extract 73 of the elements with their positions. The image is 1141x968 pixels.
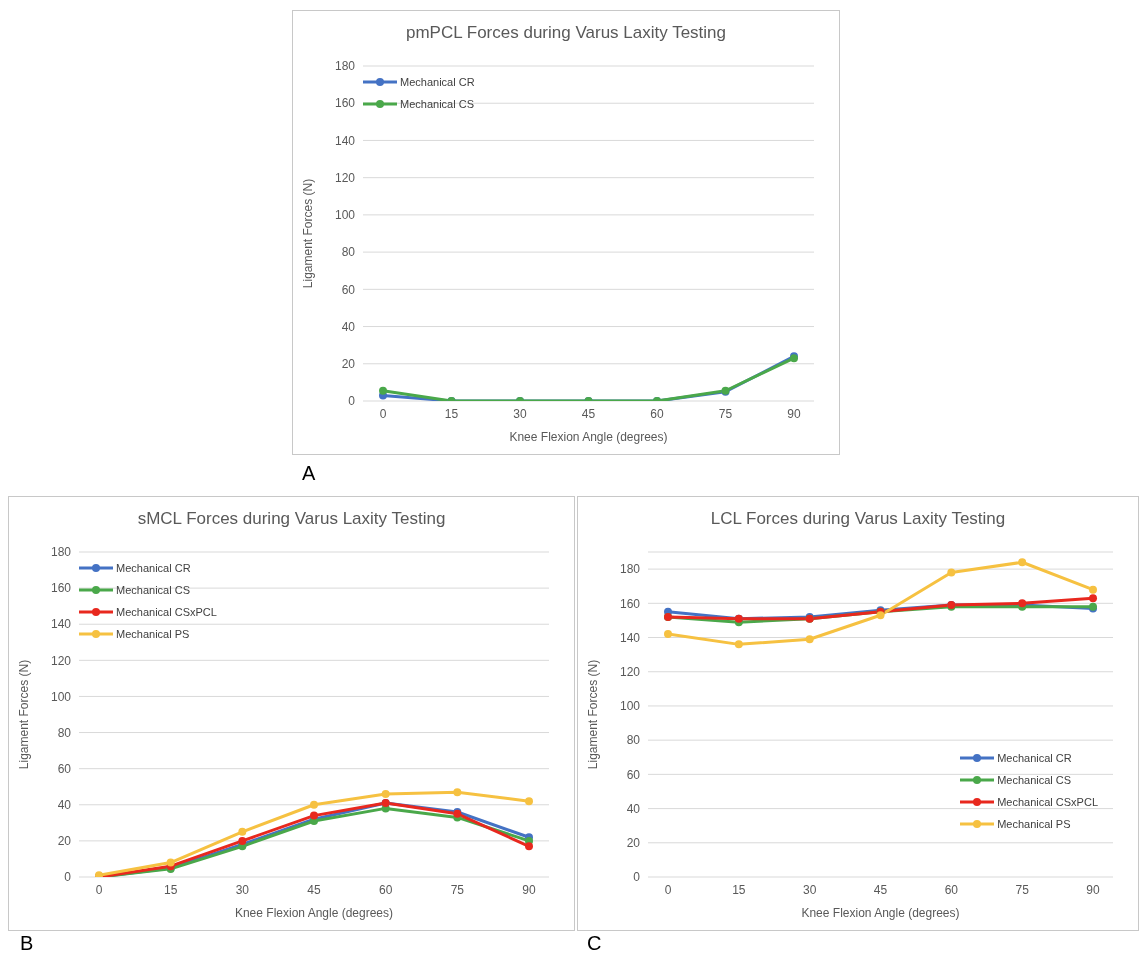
x-tick-label: 75	[450, 882, 465, 897]
x-tick-label: 45	[581, 406, 596, 421]
legend-label: Mechanical CS	[400, 98, 474, 110]
legend-label: Mechanical CS	[116, 584, 190, 596]
x-tick-label: 15	[163, 882, 178, 897]
y-tick-label: 140	[50, 617, 72, 632]
x-tick-label: 90	[787, 406, 801, 421]
y-axis-title: Ligament Forces (N)	[17, 659, 32, 770]
y-tick-label: 160	[619, 596, 641, 611]
y-tick-label: 180	[50, 545, 72, 560]
y-tick-label: 40	[341, 319, 356, 334]
y-tick-label: 100	[50, 689, 72, 704]
y-tick-label: 0	[633, 870, 641, 885]
y-axis-title: Ligament Forces (N)	[301, 178, 316, 289]
y-tick-label: 100	[619, 699, 641, 714]
legend-label: Mechanical CR	[400, 76, 475, 88]
y-tick-label: 60	[57, 761, 72, 776]
y-tick-label: 0	[348, 394, 356, 409]
y-tick-label: 80	[626, 733, 641, 748]
y-tick-label: 80	[341, 245, 356, 260]
y-tick-label: 120	[50, 653, 72, 668]
x-tick-label: 0	[664, 882, 672, 897]
x-tick-label: 30	[235, 882, 250, 897]
x-tick-label: 75	[718, 406, 733, 421]
y-tick-label: 120	[334, 170, 356, 185]
y-tick-label: 20	[57, 834, 72, 849]
x-axis-title: Knee Flexion Angle (degrees)	[234, 906, 394, 920]
legend-label: Mechanical PS	[116, 628, 190, 640]
x-tick-label: 30	[802, 882, 817, 897]
x-tick-label: 45	[307, 882, 321, 897]
y-tick-label: 180	[619, 562, 641, 577]
x-tick-label: 0	[379, 406, 387, 421]
y-tick-label: 160	[50, 581, 72, 596]
y-tick-label: 160	[334, 96, 356, 111]
legend-label: Mechanical CR	[116, 562, 191, 574]
text: A	[302, 462, 316, 485]
x-tick-label: 90	[1086, 882, 1100, 897]
y-tick-label: 140	[619, 630, 641, 645]
x-tick-label: 60	[650, 406, 664, 421]
y-tick-label: 20	[341, 357, 356, 372]
y-tick-label: 40	[626, 801, 641, 816]
y-axis-title: Ligament Forces (N)	[586, 659, 601, 770]
y-tick-label: 120	[619, 665, 641, 679]
y-tick-label: 80	[57, 725, 72, 740]
x-axis-title: Knee Flexion Angle (degrees)	[509, 430, 668, 444]
legend-label: Mechanical CS	[997, 774, 1072, 786]
y-tick-label: 20	[626, 836, 641, 851]
x-tick-label: 75	[1015, 882, 1030, 897]
legend-label: Mechanical CR	[997, 752, 1072, 764]
legend-label: Mechanical CSxPCL	[116, 606, 217, 618]
x-tick-label: 15	[444, 406, 459, 421]
text: C	[587, 932, 602, 955]
x-tick-label: 45	[873, 882, 888, 897]
chart-title: LCL Forces during Varus Laxity Testing	[709, 509, 1007, 529]
y-tick-label: 0	[64, 870, 72, 885]
x-tick-label: 60	[378, 882, 393, 897]
x-tick-label: 15	[732, 882, 746, 897]
legend-label: Mechanical PS	[997, 818, 1071, 830]
y-tick-label: 40	[57, 798, 72, 813]
legend-label: Mechanical CSxPCL	[997, 796, 1098, 808]
x-axis-title: Knee Flexion Angle (degrees)	[801, 906, 960, 920]
y-tick-label: 140	[334, 133, 356, 148]
y-tick-label: 100	[334, 208, 356, 223]
chart-title: sMCL Forces during Varus Laxity Testing	[136, 509, 447, 529]
text: B	[20, 932, 34, 955]
chart-title: pmPCL Forces during Varus Laxity Testing	[405, 23, 727, 43]
x-tick-label: 30	[513, 406, 527, 421]
x-tick-label: 90	[522, 882, 536, 897]
y-tick-label: 60	[341, 282, 356, 297]
y-tick-label: 60	[626, 767, 641, 782]
x-tick-label: 0	[95, 882, 103, 897]
x-tick-label: 60	[944, 882, 959, 897]
y-tick-label: 180	[334, 59, 356, 74]
